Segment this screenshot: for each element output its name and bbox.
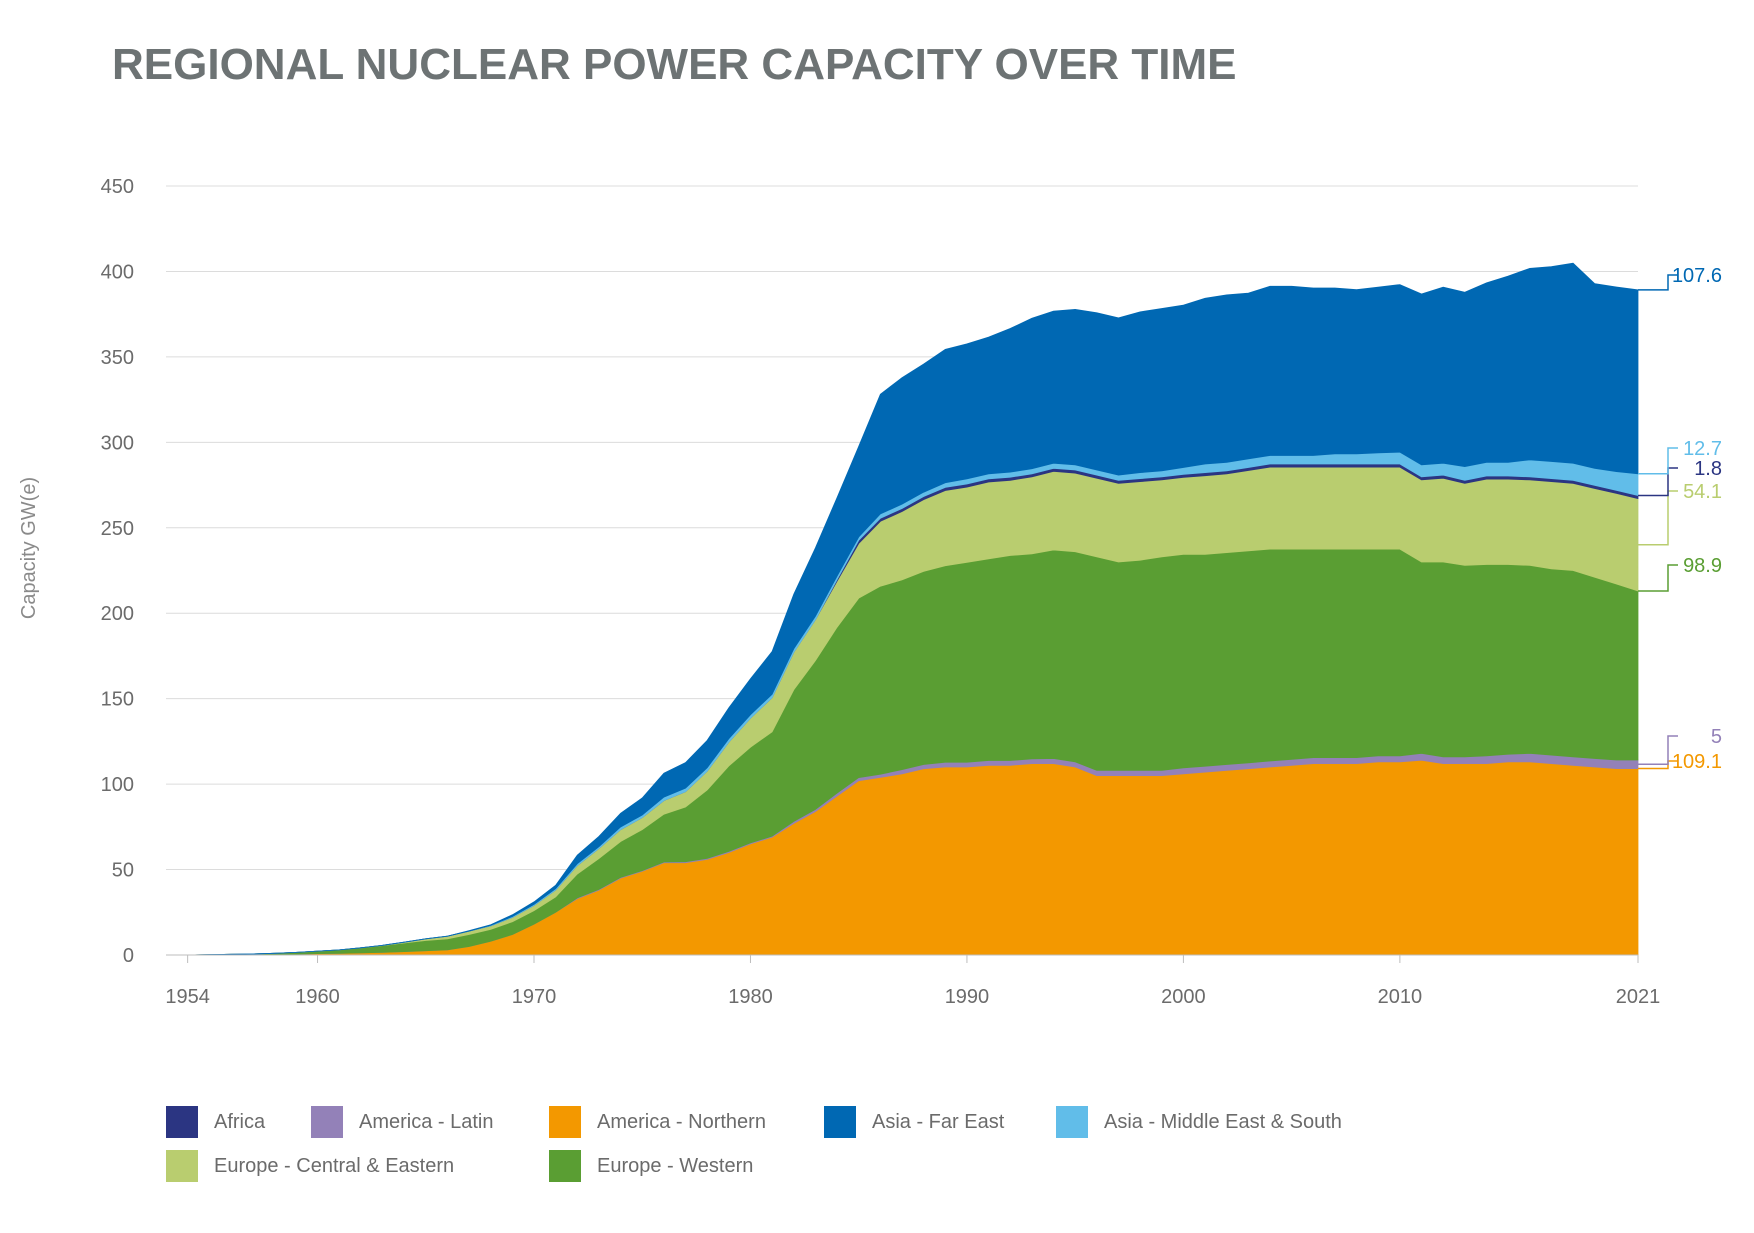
y-tick-label: 400	[101, 261, 134, 283]
legend-item-asia-middle-east-south[interactable]: Asia - Middle East & South	[1056, 1105, 1342, 1139]
x-tick-label: 2000	[1161, 986, 1206, 1008]
leader-line	[1638, 490, 1678, 546]
legend-item-america-latin[interactable]: America - Latin	[311, 1105, 494, 1139]
legend-item-asia-far-east[interactable]: Asia - Far East	[824, 1105, 1004, 1139]
legend-label: America - Latin	[359, 1110, 494, 1133]
end-label-america-latin: 5	[1711, 726, 1722, 748]
stacked-areas	[187, 262, 1639, 956]
y-tick-label: 0	[123, 945, 134, 967]
legend-swatch	[311, 1106, 343, 1138]
x-tick-label: 2021	[1616, 986, 1661, 1008]
x-tick-label: 2010	[1378, 986, 1423, 1008]
leader-line	[1638, 274, 1678, 291]
x-tick-label: 1970	[512, 986, 557, 1008]
area-america-northern	[187, 759, 1639, 956]
legend-swatch	[549, 1106, 581, 1138]
legend-item-africa[interactable]: Africa	[166, 1105, 265, 1139]
y-tick-label: 450	[101, 176, 134, 198]
leader-line	[1638, 735, 1678, 766]
end-label-europe-western: 98.9	[1683, 555, 1722, 577]
y-axis-title: Capacity GW(e)	[18, 477, 40, 619]
legend-label: Asia - Far East	[872, 1110, 1005, 1133]
y-tick-label: 250	[101, 518, 134, 540]
y-tick-label: 350	[101, 347, 134, 369]
x-tick-label: 1954	[165, 986, 210, 1008]
y-tick-label: 100	[101, 774, 134, 796]
legend-item-europe-western[interactable]: Europe - Western	[549, 1149, 753, 1183]
y-tick-label: 300	[101, 432, 134, 454]
y-tick-label: 150	[101, 689, 134, 711]
legend-label: Europe - Central & Eastern	[214, 1154, 455, 1177]
chart-title: REGIONAL NUCLEAR POWER CAPACITY OVER TIM…	[112, 40, 1237, 89]
legend-label: America - Northern	[597, 1110, 766, 1133]
legend-swatch	[166, 1150, 198, 1182]
area-asia-far-east	[187, 262, 1639, 956]
end-label-europe-central-eastern: 54.1	[1683, 481, 1722, 503]
leader-line	[1638, 467, 1678, 497]
y-tick-label: 50	[112, 860, 134, 882]
legend-item-america-northern[interactable]: America - Northern	[549, 1105, 766, 1139]
axes: 0 50 100 150 200 250 300 350 400 450 1954 1960 1970 1…	[101, 176, 1661, 1008]
end-label-asia-middle-east-south: 12.7	[1683, 438, 1722, 460]
x-tick-label: 1980	[728, 986, 773, 1008]
y-tick-label: 200	[101, 603, 134, 625]
end-label-america-northern: 109.1	[1672, 751, 1722, 773]
end-label-africa: 1.8	[1694, 458, 1722, 480]
legend-item-europe-central-eastern[interactable]: Europe - Central & Eastern	[166, 1149, 454, 1183]
leader-line	[1638, 564, 1678, 592]
legend-label: Africa	[214, 1110, 266, 1133]
legend-swatch	[166, 1106, 198, 1138]
end-label-asia-far-east: 107.6	[1672, 265, 1722, 287]
legend-swatch	[1056, 1106, 1088, 1138]
x-tick-label: 1960	[295, 986, 340, 1008]
legend-label: Asia - Middle East & South	[1104, 1110, 1342, 1133]
legend-swatch	[824, 1106, 856, 1138]
legend-swatch	[549, 1150, 581, 1182]
legend-label: Europe - Western	[597, 1154, 754, 1177]
end-labels: 109.1 5 98.9 54.11.812.7 107.6	[1638, 265, 1722, 773]
x-tick-label: 1990	[945, 986, 990, 1008]
leader-line	[1638, 447, 1678, 475]
